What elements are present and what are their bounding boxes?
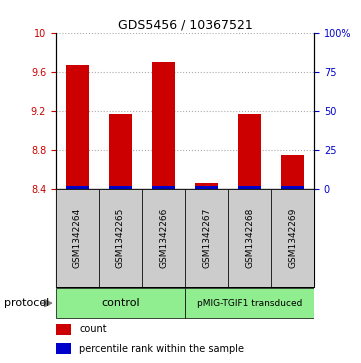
- FancyBboxPatch shape: [185, 189, 228, 287]
- Bar: [66, 65, 89, 189]
- Bar: [109, 114, 132, 189]
- Bar: [281, 155, 304, 189]
- Text: GSM1342269: GSM1342269: [288, 208, 297, 268]
- FancyBboxPatch shape: [99, 189, 142, 287]
- Text: GSM1342264: GSM1342264: [73, 208, 82, 268]
- Bar: [238, 114, 261, 189]
- Bar: [195, 183, 218, 189]
- FancyBboxPatch shape: [56, 189, 314, 287]
- FancyBboxPatch shape: [271, 189, 314, 287]
- Bar: [109, 186, 132, 189]
- Text: percentile rank within the sample: percentile rank within the sample: [79, 344, 244, 354]
- Bar: [56, 324, 71, 335]
- Text: control: control: [101, 298, 140, 308]
- FancyBboxPatch shape: [185, 288, 314, 318]
- FancyBboxPatch shape: [142, 189, 185, 287]
- Title: GDS5456 / 10367521: GDS5456 / 10367521: [118, 19, 252, 32]
- FancyBboxPatch shape: [228, 189, 271, 287]
- Bar: [56, 343, 71, 354]
- Text: GSM1342265: GSM1342265: [116, 208, 125, 268]
- Bar: [281, 186, 304, 189]
- Bar: [66, 186, 89, 189]
- Bar: [152, 62, 175, 189]
- FancyBboxPatch shape: [56, 189, 99, 287]
- Text: protocol: protocol: [4, 298, 49, 308]
- Bar: [238, 186, 261, 189]
- Text: GSM1342268: GSM1342268: [245, 208, 254, 268]
- Text: pMIG-TGIF1 transduced: pMIG-TGIF1 transduced: [197, 299, 302, 307]
- Bar: [152, 186, 175, 189]
- FancyBboxPatch shape: [56, 288, 185, 318]
- Text: GSM1342266: GSM1342266: [159, 208, 168, 268]
- Text: GSM1342267: GSM1342267: [202, 208, 211, 268]
- Bar: [195, 186, 218, 189]
- Text: count: count: [79, 325, 107, 334]
